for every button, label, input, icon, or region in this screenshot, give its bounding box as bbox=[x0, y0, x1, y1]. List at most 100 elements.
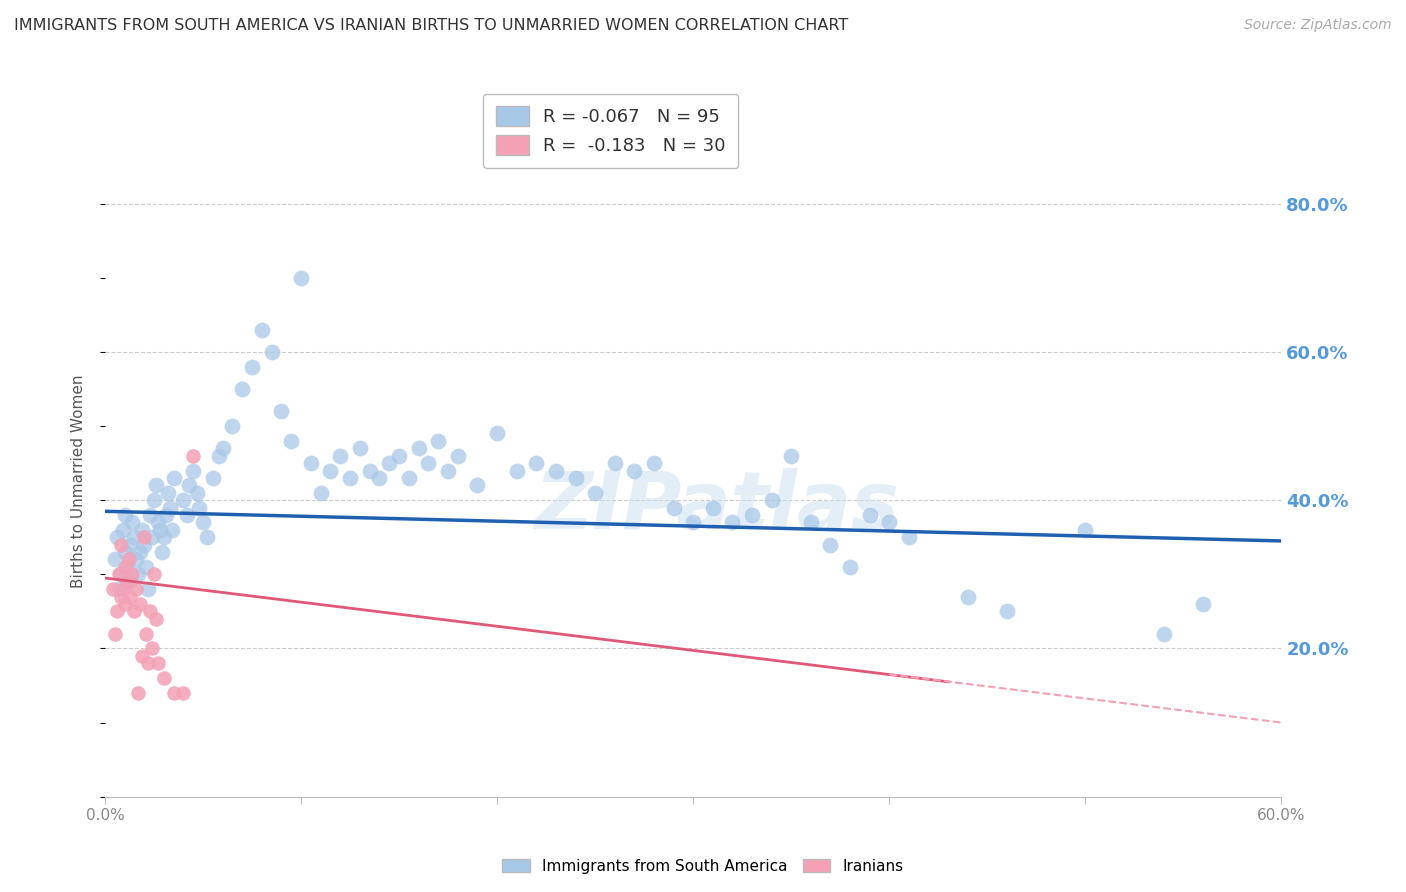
Point bbox=[211, 442, 233, 456]
Point bbox=[780, 449, 803, 463]
Point bbox=[156, 485, 179, 500]
Point bbox=[329, 449, 352, 463]
Point bbox=[201, 471, 224, 485]
Point bbox=[623, 463, 645, 477]
Point bbox=[839, 560, 862, 574]
Point bbox=[105, 530, 128, 544]
Point bbox=[127, 567, 149, 582]
Point bbox=[104, 626, 127, 640]
Point bbox=[121, 567, 143, 582]
Point bbox=[721, 516, 744, 530]
Point bbox=[131, 523, 153, 537]
Point bbox=[506, 463, 529, 477]
Point bbox=[145, 612, 167, 626]
Point bbox=[136, 657, 159, 671]
Point bbox=[437, 463, 460, 477]
Point bbox=[141, 530, 163, 544]
Point bbox=[195, 530, 218, 544]
Point bbox=[120, 590, 142, 604]
Point bbox=[221, 419, 243, 434]
Point bbox=[143, 493, 166, 508]
Point bbox=[129, 597, 152, 611]
Point bbox=[131, 648, 153, 663]
Point bbox=[447, 449, 470, 463]
Point bbox=[153, 671, 176, 685]
Point bbox=[141, 641, 163, 656]
Point bbox=[191, 516, 214, 530]
Point bbox=[110, 538, 132, 552]
Point bbox=[682, 516, 704, 530]
Point bbox=[143, 567, 166, 582]
Point bbox=[160, 523, 183, 537]
Point bbox=[101, 582, 124, 596]
Point bbox=[110, 567, 132, 582]
Point bbox=[486, 426, 509, 441]
Point bbox=[208, 449, 231, 463]
Point bbox=[800, 516, 823, 530]
Point bbox=[877, 516, 900, 530]
Point bbox=[114, 508, 136, 522]
Point bbox=[153, 530, 176, 544]
Point bbox=[114, 560, 136, 574]
Point bbox=[172, 493, 194, 508]
Point bbox=[702, 500, 724, 515]
Point bbox=[125, 552, 148, 566]
Point bbox=[250, 323, 273, 337]
Point bbox=[129, 545, 152, 559]
Point bbox=[117, 574, 139, 589]
Text: IMMIGRANTS FROM SOUTH AMERICA VS IRANIAN BIRTHS TO UNMARRIED WOMEN CORRELATION C: IMMIGRANTS FROM SOUTH AMERICA VS IRANIAN… bbox=[14, 18, 848, 33]
Point bbox=[149, 523, 172, 537]
Point bbox=[270, 404, 292, 418]
Point bbox=[427, 434, 450, 448]
Point bbox=[181, 449, 204, 463]
Point bbox=[127, 686, 149, 700]
Point bbox=[467, 478, 489, 492]
Legend: Immigrants from South America, Iranians: Immigrants from South America, Iranians bbox=[496, 853, 910, 880]
Text: ZIPatlas: ZIPatlas bbox=[534, 467, 900, 546]
Point bbox=[956, 590, 979, 604]
Point bbox=[319, 463, 342, 477]
Point bbox=[398, 471, 420, 485]
Point bbox=[290, 270, 312, 285]
Point bbox=[134, 538, 156, 552]
Point bbox=[741, 508, 763, 522]
Point bbox=[188, 500, 211, 515]
Point bbox=[349, 442, 371, 456]
Point bbox=[120, 538, 142, 552]
Point bbox=[124, 530, 146, 544]
Point bbox=[117, 552, 139, 566]
Point bbox=[240, 359, 263, 374]
Point bbox=[761, 493, 783, 508]
Point bbox=[280, 434, 302, 448]
Point bbox=[339, 471, 361, 485]
Point bbox=[172, 686, 194, 700]
Point bbox=[135, 560, 157, 574]
Point bbox=[107, 582, 129, 596]
Point bbox=[299, 456, 322, 470]
Point bbox=[897, 530, 920, 544]
Point bbox=[124, 604, 146, 618]
Point bbox=[1153, 626, 1175, 640]
Point bbox=[1192, 597, 1215, 611]
Text: Source: ZipAtlas.com: Source: ZipAtlas.com bbox=[1244, 18, 1392, 32]
Point bbox=[368, 471, 391, 485]
Point bbox=[115, 560, 138, 574]
Point bbox=[186, 485, 208, 500]
Point bbox=[260, 345, 283, 359]
Point bbox=[159, 500, 181, 515]
Point bbox=[139, 508, 162, 522]
Point bbox=[114, 597, 136, 611]
Point bbox=[820, 538, 842, 552]
Point bbox=[583, 485, 606, 500]
Point bbox=[388, 449, 411, 463]
Point bbox=[114, 545, 136, 559]
Point bbox=[136, 582, 159, 596]
Point bbox=[162, 686, 184, 700]
Legend: R = -0.067   N = 95, R =  -0.183   N = 30: R = -0.067 N = 95, R = -0.183 N = 30 bbox=[484, 94, 738, 168]
Point bbox=[125, 582, 148, 596]
Point bbox=[146, 657, 169, 671]
Point bbox=[110, 590, 132, 604]
Point bbox=[1074, 523, 1097, 537]
Point bbox=[662, 500, 685, 515]
Point bbox=[544, 463, 567, 477]
